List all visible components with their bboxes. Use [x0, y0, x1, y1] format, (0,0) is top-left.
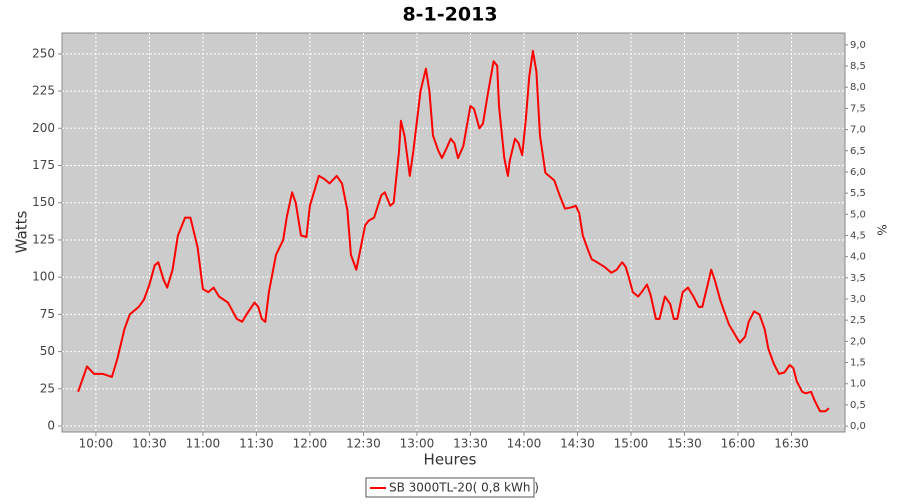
- x-tick-label: 11:30: [239, 437, 274, 451]
- y-tick-label: 50: [40, 344, 55, 358]
- y2-tick-label: 2,5: [850, 315, 866, 326]
- y2-tick-label: 4,0: [850, 252, 866, 263]
- x-tick-label: 15:00: [614, 437, 649, 451]
- y2-tick-label: 1,5: [850, 358, 866, 369]
- y2-tick-label: 6,0: [850, 167, 866, 178]
- series-line: [77, 49, 830, 413]
- x-tick-label: 15:30: [667, 437, 702, 451]
- y-tick-label: 0: [47, 419, 55, 433]
- x-axis-title: Heures: [424, 451, 477, 469]
- y2-tick-label: 7,5: [850, 103, 866, 114]
- y2-tick-label: 6,5: [850, 146, 866, 157]
- plot-area: [61, 32, 846, 433]
- x-tick-label: 16:30: [774, 437, 809, 451]
- y2-tick-label: 8,5: [850, 61, 866, 72]
- y2-tick-label: 0,5: [850, 400, 866, 411]
- y-axis-title: Watts: [13, 211, 31, 254]
- legend-label: SB 3000TL-20( 0,8 kWh ): [389, 481, 539, 495]
- y-tick-label: 250: [32, 46, 55, 60]
- y2-axis-title: %: [875, 224, 889, 235]
- y-tick-label: 200: [32, 121, 55, 135]
- y2-tick-label: 5,5: [850, 188, 866, 199]
- x-tick-label: 11:00: [186, 437, 221, 451]
- y2-tick-label: 2,0: [850, 336, 866, 347]
- x-tick-label: 12:00: [293, 437, 328, 451]
- x-tick-label: 14:30: [560, 437, 595, 451]
- y-tick-label: 100: [32, 270, 55, 284]
- x-tick-label: 14:00: [507, 437, 542, 451]
- y-tick-label: 225: [32, 84, 55, 98]
- y-tick-label: 175: [32, 158, 55, 172]
- x-tick-label: 10:30: [132, 437, 167, 451]
- y-tick-label: 150: [32, 195, 55, 209]
- x-tick-label: 13:00: [400, 437, 435, 451]
- y-tick-label: 25: [40, 381, 55, 395]
- x-tick-label: 13:30: [453, 437, 488, 451]
- y-tick-label: 125: [32, 232, 55, 246]
- y2-tick-label: 1,0: [850, 379, 866, 390]
- x-tick-label: 12:30: [346, 437, 381, 451]
- x-tick-label: 16:00: [721, 437, 756, 451]
- legend-box: [365, 477, 535, 498]
- y2-tick-label: 3,5: [850, 273, 866, 284]
- y2-tick-label: 3,0: [850, 294, 866, 305]
- y-tick-label: 75: [40, 307, 55, 321]
- y2-tick-label: 7,0: [850, 125, 866, 136]
- y2-tick-label: 5,0: [850, 209, 866, 220]
- x-tick-label: 10:00: [79, 437, 114, 451]
- y2-tick-label: 0,0: [850, 421, 866, 432]
- y2-tick-label: 4,5: [850, 230, 866, 241]
- y2-tick-label: 8,0: [850, 82, 866, 93]
- legend: SB 3000TL-20( 0,8 kWh ): [365, 477, 539, 498]
- chart-title: 8-1-2013: [402, 4, 497, 26]
- y2-tick-label: 9,0: [850, 40, 866, 51]
